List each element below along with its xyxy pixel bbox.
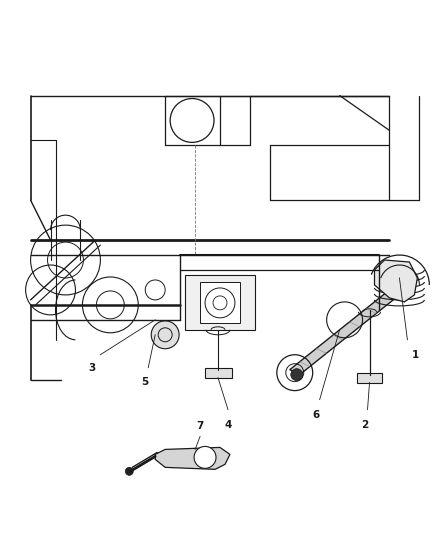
Circle shape xyxy=(291,369,303,381)
Text: 1: 1 xyxy=(411,350,419,360)
Circle shape xyxy=(125,467,133,475)
Text: 3: 3 xyxy=(88,362,95,373)
Text: 5: 5 xyxy=(141,377,149,386)
Polygon shape xyxy=(185,275,255,330)
Text: 7: 7 xyxy=(196,422,204,432)
Polygon shape xyxy=(357,373,382,383)
Text: 6: 6 xyxy=(312,409,319,419)
Polygon shape xyxy=(374,260,417,302)
Polygon shape xyxy=(155,447,230,470)
Text: 4: 4 xyxy=(224,419,232,430)
Polygon shape xyxy=(200,282,240,323)
Circle shape xyxy=(151,321,179,349)
Polygon shape xyxy=(205,368,232,378)
Text: 2: 2 xyxy=(361,419,368,430)
Circle shape xyxy=(194,447,216,469)
Polygon shape xyxy=(290,290,399,375)
